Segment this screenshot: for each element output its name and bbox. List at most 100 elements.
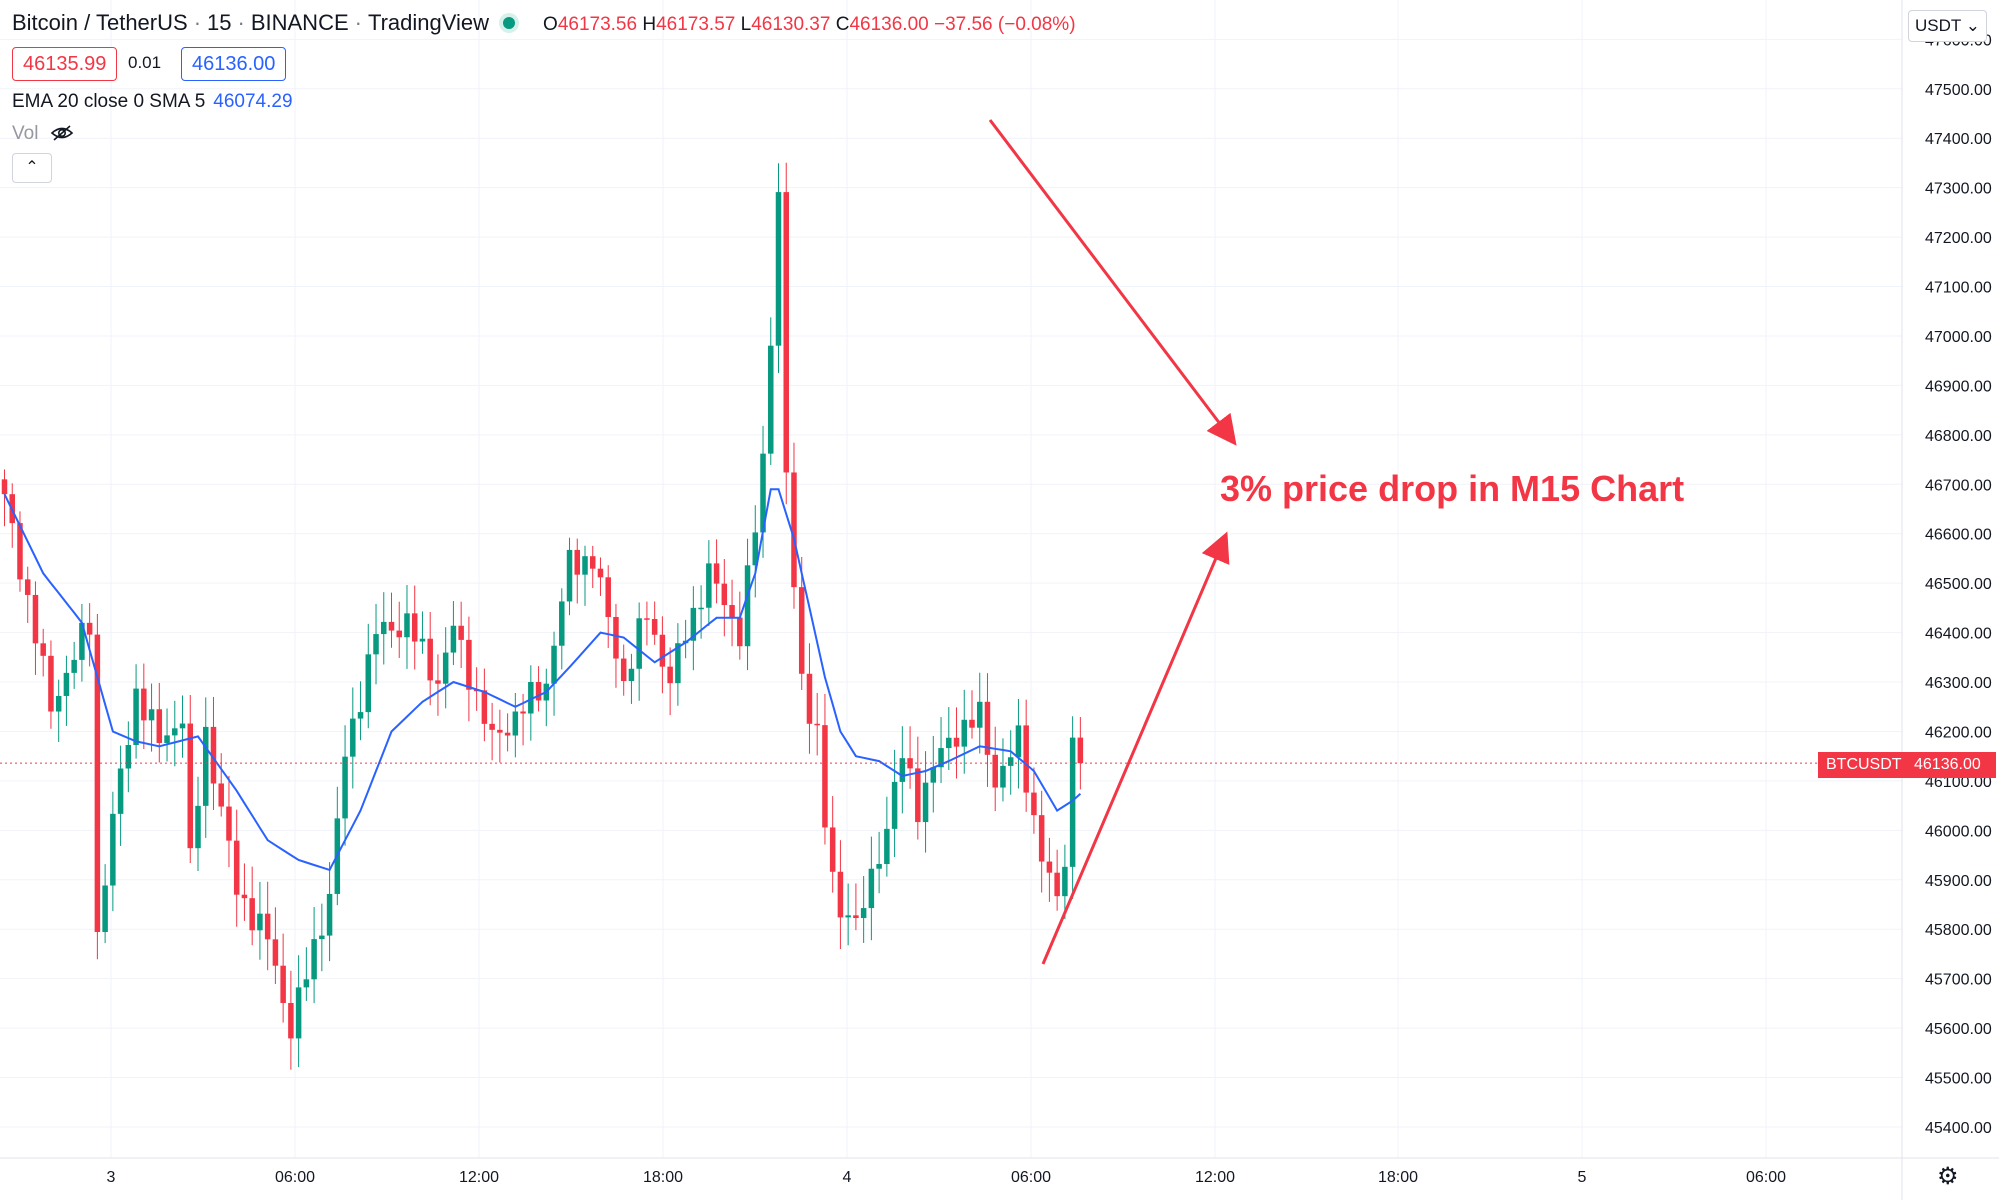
symbol-name[interactable]: Bitcoin / TetherUS bbox=[12, 10, 188, 35]
candle-body bbox=[202, 726, 209, 806]
candle-body bbox=[1, 479, 8, 495]
eye-off-icon[interactable] bbox=[50, 124, 74, 142]
candle-body bbox=[1069, 737, 1076, 867]
ema-line bbox=[3, 488, 1082, 872]
candle-body bbox=[288, 1002, 294, 1039]
candle-body bbox=[272, 939, 279, 966]
change-value: −37.56 (−0.08%) bbox=[933, 14, 1076, 35]
buy-price-button[interactable]: 46136.00 bbox=[181, 47, 287, 81]
market-status-icon[interactable] bbox=[503, 17, 516, 30]
candle-body bbox=[280, 965, 286, 1003]
candle-body bbox=[713, 563, 720, 584]
symbol-price-tag: BTCUSDT bbox=[1818, 752, 1910, 778]
candle-body bbox=[961, 719, 968, 747]
y-tick-label: 45400.00 bbox=[1925, 1120, 1992, 1137]
x-tick-label: 18:00 bbox=[1378, 1169, 1418, 1186]
candle-body bbox=[396, 630, 402, 638]
candle-body bbox=[605, 577, 611, 618]
candle-body bbox=[574, 549, 581, 575]
candle-body bbox=[528, 682, 534, 714]
candle-body bbox=[845, 915, 851, 918]
y-tick-label: 46200.00 bbox=[1925, 724, 1992, 741]
candle-body bbox=[357, 712, 364, 719]
exchange-label: BINANCE bbox=[250, 10, 349, 35]
candle-body bbox=[1077, 737, 1084, 764]
candle-body bbox=[241, 894, 248, 899]
candle-body bbox=[17, 523, 23, 580]
y-tick-label: 46500.00 bbox=[1925, 576, 1992, 593]
candle-body bbox=[79, 622, 85, 660]
candle-body bbox=[613, 617, 619, 659]
x-tick-label: 06:00 bbox=[1011, 1169, 1051, 1186]
ohlc-values: O46173.56 H46173.57 L46130.37 C46136.00 … bbox=[543, 14, 1076, 35]
candle-body bbox=[141, 688, 147, 721]
candle-body bbox=[210, 726, 217, 784]
candle-body bbox=[295, 987, 302, 1039]
candle-body bbox=[497, 729, 503, 733]
candle-body bbox=[264, 913, 271, 940]
candle-body bbox=[1000, 765, 1006, 788]
candle-body bbox=[55, 695, 62, 712]
candle-body bbox=[768, 345, 774, 454]
candle-body bbox=[876, 864, 882, 869]
candle-body bbox=[350, 718, 356, 757]
candle-body bbox=[419, 638, 426, 642]
y-tick-label: 46000.00 bbox=[1925, 823, 1992, 840]
candle-body bbox=[760, 453, 766, 533]
x-tick-label: 5 bbox=[1578, 1169, 1587, 1186]
ema-label: EMA 20 close 0 SMA 5 bbox=[12, 91, 206, 112]
candle-body bbox=[837, 871, 844, 918]
candle-body bbox=[233, 840, 240, 895]
candle-body bbox=[381, 621, 387, 635]
candle-body bbox=[582, 556, 588, 575]
y-tick-label: 45500.00 bbox=[1925, 1071, 1992, 1088]
volume-legend[interactable]: Vol bbox=[12, 123, 74, 145]
candle-body bbox=[589, 556, 596, 569]
candle-body bbox=[218, 783, 224, 807]
gear-icon[interactable]: ⚙ bbox=[1937, 1163, 1959, 1190]
candle-body bbox=[667, 666, 673, 684]
rise-arrow bbox=[1041, 531, 1230, 965]
y-tick-label: 47500.00 bbox=[1925, 82, 1992, 99]
candle-body bbox=[737, 617, 743, 647]
source-label: TradingView bbox=[367, 10, 490, 35]
candle-body bbox=[798, 587, 805, 674]
y-tick-label: 46400.00 bbox=[1925, 626, 1992, 643]
candle-body bbox=[187, 723, 194, 849]
candle-body bbox=[373, 634, 379, 655]
y-tick-label: 46800.00 bbox=[1925, 428, 1992, 445]
candle-body bbox=[435, 680, 441, 684]
candle-body bbox=[628, 668, 635, 682]
candle-body bbox=[1015, 725, 1022, 758]
candle-body bbox=[40, 643, 46, 656]
candle-body bbox=[559, 601, 565, 646]
chevron-down-icon: ⌄ bbox=[1965, 16, 1980, 35]
candle-body bbox=[806, 673, 813, 724]
candle-body bbox=[915, 768, 921, 823]
y-tick-label: 47300.00 bbox=[1925, 181, 1992, 198]
interval-label[interactable]: 15 bbox=[207, 10, 232, 35]
candle-body bbox=[411, 613, 418, 642]
ema-legend[interactable]: EMA 20 close 0 SMA 5 46074.29 bbox=[12, 91, 293, 113]
candle-body bbox=[427, 638, 433, 681]
candle-body bbox=[860, 908, 867, 919]
currency-select[interactable]: USDT ⌄ bbox=[1908, 10, 1987, 42]
y-tick-label: 47100.00 bbox=[1925, 280, 1992, 297]
collapse-legend-button[interactable]: ⌃ bbox=[12, 153, 52, 183]
candle-body bbox=[1038, 815, 1045, 862]
y-tick-label: 47000.00 bbox=[1925, 329, 1992, 346]
x-tick-label: 18:00 bbox=[643, 1169, 683, 1186]
chevron-up-icon: ⌃ bbox=[25, 159, 39, 176]
candle-body bbox=[24, 579, 31, 595]
y-tick-label: 47400.00 bbox=[1925, 131, 1992, 148]
candle-body bbox=[729, 605, 735, 618]
sell-price-button[interactable]: 46135.99 bbox=[12, 47, 118, 81]
candle-body bbox=[783, 192, 789, 473]
candle-body bbox=[651, 619, 658, 635]
candle-body bbox=[319, 935, 325, 940]
x-tick-label: 4 bbox=[843, 1169, 852, 1186]
last-price-tag: 46136.00 bbox=[1906, 752, 1996, 778]
candle-body bbox=[388, 621, 395, 631]
x-tick-label: 3 bbox=[107, 1169, 116, 1186]
